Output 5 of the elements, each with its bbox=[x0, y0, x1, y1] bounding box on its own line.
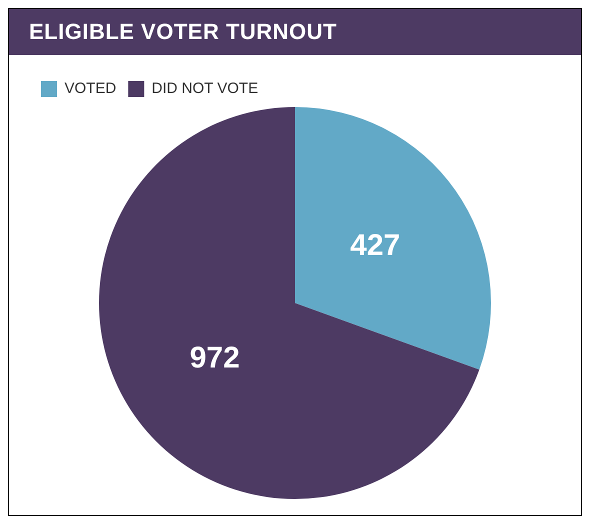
legend-label: DID NOT VOTE bbox=[152, 80, 258, 98]
data-label: 972 bbox=[190, 342, 240, 375]
data-label: 427 bbox=[350, 228, 400, 262]
legend-label: VOTED bbox=[64, 80, 116, 98]
chart-title: ELIGIBLE VOTER TURNOUT bbox=[9, 9, 581, 55]
